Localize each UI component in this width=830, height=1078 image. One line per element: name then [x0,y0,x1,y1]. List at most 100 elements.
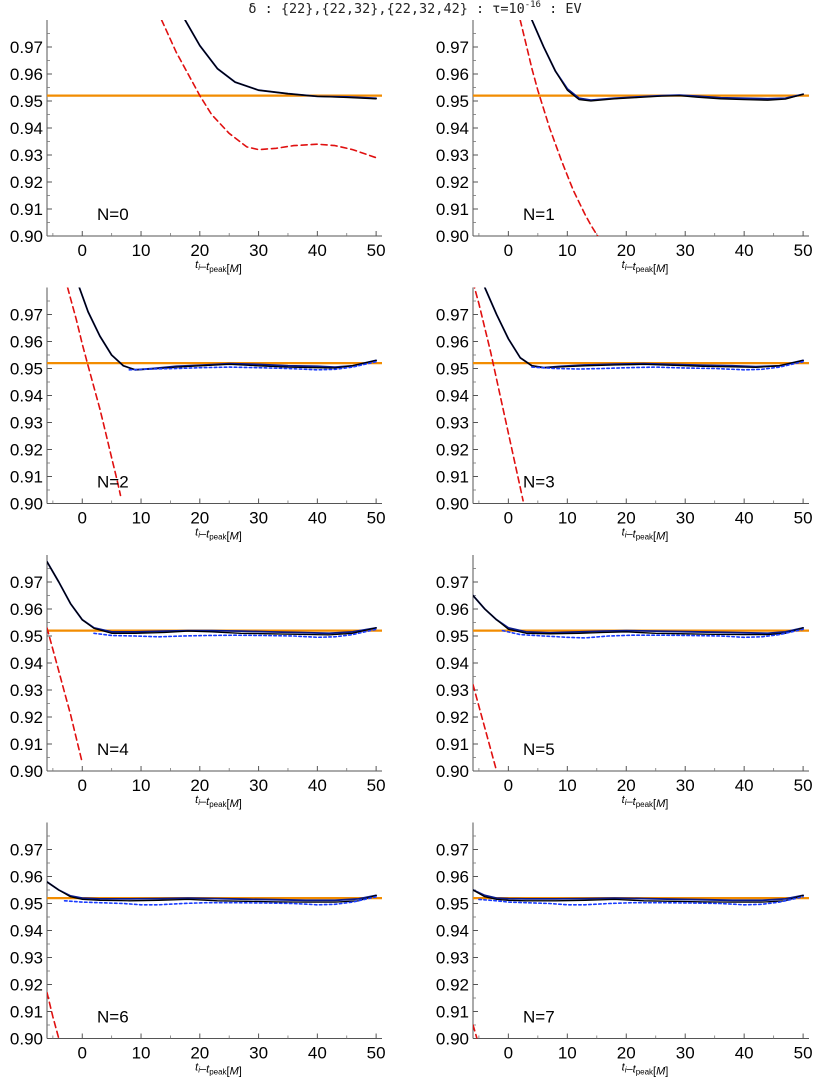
y-tick-label: 0.96 [10,868,43,887]
series-dotted-line [478,895,804,906]
panel-label: N=0 [97,205,129,224]
y-tick-label: 0.91 [10,200,43,219]
panel-6: 0.90 0.91 0.92 0.93 0.94 0.95 0.96 0.97 0 10 20 30 4… [10,822,386,1078]
y-tick-label: 0.93 [436,949,469,968]
x-tick-label: 10 [132,776,151,795]
y-tick-label: 0.95 [436,360,469,379]
figure-title-exponent: -16 [524,0,541,10]
series-black-line [531,20,804,102]
x-tick-label: 30 [676,509,695,528]
x-tick-label: 10 [558,509,577,528]
figure-title: δ : {22},{22,32},{22,32,42} : τ=10-16 : … [0,0,830,17]
series-dashed-line [473,1024,478,1039]
y-tick-label: 0.94 [436,119,469,138]
y-tick-label: 0.97 [436,306,469,325]
x-tick-label: 0 [504,509,513,528]
panel-label: N=1 [523,205,555,224]
x-tick-label: 50 [794,1044,813,1063]
x-tick-label: 20 [617,776,636,795]
series-black-line [47,881,377,903]
x-tick-label: 40 [308,1044,327,1063]
x-tick-label: 30 [249,241,268,260]
x-tick-label: 20 [190,776,209,795]
series-black-line [473,594,804,636]
y-tick-label: 0.97 [10,573,43,592]
x-tick-label: 40 [735,509,754,528]
y-tick-label: 0.94 [10,654,43,673]
x-tick-label: 40 [735,241,754,260]
y-tick-label: 0.93 [10,681,43,700]
y-tick-label: 0.90 [10,762,43,781]
y-tick-label: 0.96 [10,600,43,619]
y-tick-label: 0.95 [436,895,469,914]
y-tick-label: 0.92 [10,976,43,995]
x-tick-label: 30 [676,1044,695,1063]
x-tick-label: 0 [504,776,513,795]
x-tick-label: 10 [132,241,151,260]
y-tick-label: 0.91 [10,735,43,754]
x-tick-label: 50 [367,1044,386,1063]
y-tick-label: 0.90 [10,227,43,246]
y-tick-label: 0.92 [436,708,469,727]
y-tick-label: 0.95 [436,627,469,646]
panel-label: N=2 [97,473,129,492]
y-tick-label: 0.91 [10,1003,43,1022]
x-axis-label: ti–tpeak[M] [622,1062,669,1078]
series-group [473,594,809,771]
series-solid-line [47,881,378,902]
series-solid-line [184,20,378,100]
x-tick-label: 50 [794,241,813,260]
y-tick-label: 0.95 [10,360,43,379]
x-tick-label: 10 [558,241,577,260]
y-tick-label: 0.94 [10,119,43,138]
series-dotted-line [531,360,804,371]
y-tick-label: 0.97 [436,573,469,592]
x-tick-label: 30 [249,776,268,795]
y-tick-label: 0.95 [10,895,43,914]
y-tick-label: 0.91 [436,468,469,487]
x-tick-label: 30 [676,776,695,795]
y-tick-label: 0.91 [436,200,469,219]
y-tick-label: 0.94 [436,922,469,941]
series-dotted-line [501,628,804,639]
x-tick-label: 40 [308,241,327,260]
y-tick-label: 0.91 [436,735,469,754]
series-group [473,20,809,236]
series-dashed-line [473,683,498,771]
panel-label: N=3 [523,473,555,492]
y-tick-label: 0.90 [10,1030,43,1049]
series-dotted-line [128,360,377,371]
x-tick-label: 50 [794,509,813,528]
x-axis-label: ti–tpeak[M] [195,259,242,275]
figure-title-suffix: : EV [540,1,582,17]
series-solid-line [47,560,378,635]
panel-0: 0.90 0.91 0.92 0.93 0.94 0.95 0.96 0.97 0 10 20 30 4… [10,20,386,275]
x-tick-label: 20 [617,509,636,528]
y-tick-label: 0.90 [436,227,469,246]
x-tick-label: 0 [78,241,87,260]
x-tick-label: 0 [78,509,87,528]
series-dashed-line [519,20,599,236]
x-tick-label: 20 [190,1044,209,1063]
series-solid-line [78,287,378,371]
y-tick-label: 0.94 [436,387,469,406]
figure-title-prefix: δ : {22},{22,32},{22,32,42} : τ=10 [248,1,525,17]
panel-label: N=5 [523,740,555,759]
y-tick-label: 0.95 [10,92,43,111]
series-dashed-line [47,627,84,764]
x-tick-label: 10 [132,1044,151,1063]
series-group [47,881,382,1039]
y-tick-label: 0.94 [10,922,43,941]
x-tick-label: 40 [735,776,754,795]
y-tick-label: 0.92 [10,173,43,192]
x-axis-label: ti–tpeak[M] [195,1062,242,1078]
x-tick-label: 40 [308,776,327,795]
panel-label: N=6 [97,1008,129,1027]
y-tick-label: 0.90 [436,495,469,514]
series-dashed-line [66,287,122,497]
y-tick-label: 0.93 [436,146,469,165]
y-tick-label: 0.90 [10,495,43,514]
series-dashed-line [473,287,524,502]
x-tick-label: 10 [558,776,577,795]
